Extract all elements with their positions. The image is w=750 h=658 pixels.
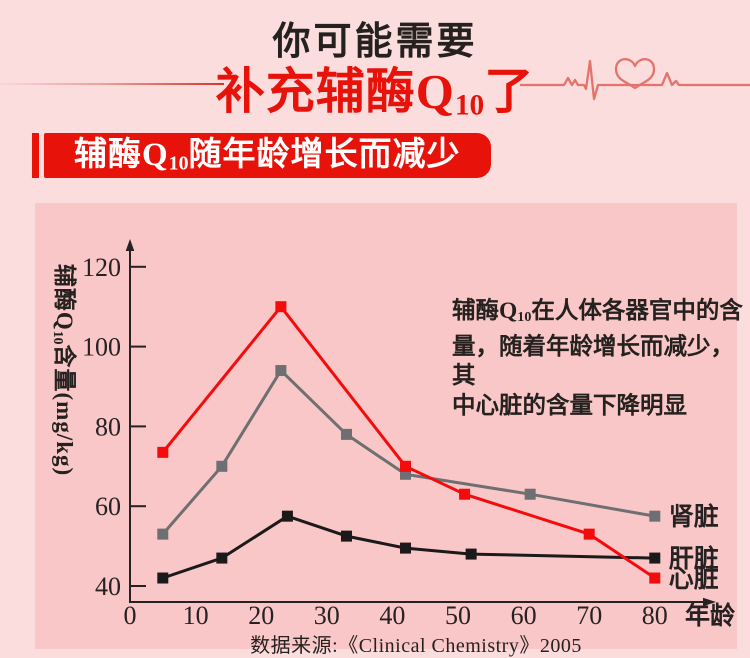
y-tick-label: 120: [82, 253, 121, 282]
x-tick-label: 20: [248, 601, 274, 630]
data-point-肾脏: [157, 528, 169, 540]
x-axis-arrow-icon: [703, 597, 716, 607]
y-tick-label: 40: [95, 572, 121, 601]
data-point-心脏: [400, 460, 412, 472]
y-tick-label: 100: [82, 333, 121, 362]
data-point-肾脏: [216, 460, 228, 472]
banner-text: 辅酶Q: [74, 137, 169, 173]
section-banner: 辅酶Q10随年龄增长而减少: [44, 133, 491, 178]
x-tick-label: 10: [183, 601, 209, 630]
page-title: 你可能需要: [0, 10, 750, 65]
data-point-肝脏: [465, 548, 477, 560]
subtitle-text: 补充辅酶Q: [215, 64, 455, 119]
x-tick-label: 70: [576, 601, 602, 630]
x-tick-label: 30: [314, 601, 340, 630]
legend-label-肝脏: 肝脏: [669, 544, 719, 573]
subtitle-suffix: 了: [484, 64, 535, 119]
annotation-text: 辅酶Q: [452, 298, 518, 324]
x-tick-label: 0: [124, 601, 137, 630]
y-axis-arrow-icon: [125, 239, 135, 251]
data-point-肝脏: [340, 530, 352, 542]
data-point-肾脏: [649, 510, 661, 522]
chart-panel: 40 60 80 100 120 0 10 20 30 40 50 60 70 80 年龄 肾脏肝脏 心脏 辅酶…: [35, 203, 743, 657]
banner-text-suffix: 随年龄增长而减少: [188, 137, 461, 173]
y-axis-label-unit: 含量(mg/kg): [52, 344, 78, 477]
data-point-肾脏: [275, 365, 287, 377]
annotation-line3: 中心脏的含量下降明显: [452, 392, 687, 419]
page-subtitle: 补充辅酶Q10了: [0, 52, 750, 123]
ekg-line-icon: [520, 59, 750, 101]
page-title-text: 你可能需要: [272, 21, 478, 63]
heartbeat-ekg-icon: [520, 58, 750, 101]
x-tick-label: 60: [511, 601, 537, 630]
series-line-心脏: [161, 305, 656, 580]
data-point-心脏: [583, 528, 595, 540]
banner-accent-bar: [32, 133, 39, 178]
left-divider-line: [0, 83, 224, 85]
banner-subscript: 10: [168, 152, 189, 175]
y-axis-label-subscript: 10: [50, 330, 66, 345]
subtitle-subscript: 10: [454, 89, 485, 122]
annotation-subscript: 10: [517, 309, 532, 326]
legend-label-肾脏: 肾脏: [669, 502, 719, 531]
data-point-心脏: [459, 488, 471, 500]
data-point-肝脏: [649, 552, 661, 564]
y-tick-label: 60: [95, 492, 121, 521]
data-point-肝脏: [400, 542, 412, 554]
x-tick-label: 50: [445, 601, 471, 630]
data-point-心脏: [157, 446, 169, 458]
annotation-text-2: 在人体各器官中的含: [531, 298, 743, 324]
data-point-肝脏: [281, 510, 293, 522]
data-point-肝脏: [216, 552, 228, 564]
data-point-心脏: [649, 572, 661, 584]
y-axis-label: 辅酶Q10含量(mg/kg): [50, 250, 84, 490]
data-point-肾脏: [524, 488, 536, 500]
y-axis-label-text: 辅酶Q: [52, 263, 78, 331]
legend-label-心脏: 心脏: [669, 564, 719, 593]
x-tick-label: 40: [379, 601, 405, 630]
heart-icon: [614, 58, 656, 90]
x-tick-label: 80: [642, 601, 668, 630]
data-point-肾脏: [340, 428, 352, 440]
chart-annotation: 辅酶Q10在人体各器官中的含 量，随着年龄增长而减少，其 中心脏的含量下降明显: [452, 297, 744, 421]
x-axis-title: 年龄: [685, 601, 736, 630]
data-source-caption: 数据来源:《Clinical Chemistry》2005: [250, 635, 582, 657]
data-point-心脏: [275, 301, 287, 313]
data-point-肝脏: [157, 572, 169, 584]
y-tick-label: 80: [95, 412, 121, 441]
annotation-line2: 量，随着年龄增长而减少，其: [452, 333, 734, 390]
data-point-肾脏: [400, 468, 412, 480]
